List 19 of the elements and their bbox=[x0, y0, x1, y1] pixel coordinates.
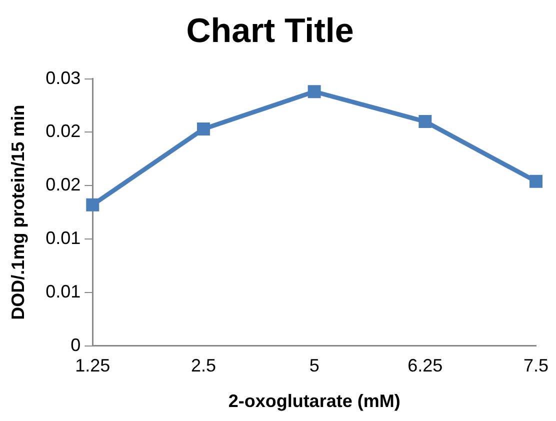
y-tick-label: 0.02 bbox=[46, 174, 81, 195]
point bbox=[196, 122, 210, 136]
x-tick-label: 6.25 bbox=[408, 356, 443, 376]
chart-title: Chart Title bbox=[186, 12, 354, 50]
y-axis-title: DOD/.1mg protein/15 min bbox=[8, 104, 28, 320]
y-tick-label: 0.01 bbox=[46, 228, 81, 248]
point bbox=[530, 174, 542, 188]
x-tick-label: 7.5 bbox=[523, 356, 549, 376]
x-tick-label: 2.5 bbox=[190, 356, 216, 376]
y-tick-label: 0.01 bbox=[46, 281, 81, 302]
y-tick-label: 0.03 bbox=[46, 68, 81, 88]
point bbox=[86, 198, 100, 212]
y-tick-label: 0 bbox=[70, 334, 81, 355]
x-tick-label: 1.25 bbox=[75, 356, 110, 376]
x-tick-label: 5 bbox=[309, 356, 320, 376]
y-tick-label: 0.02 bbox=[46, 121, 81, 142]
point bbox=[418, 115, 432, 128]
x-axis-title: 2-oxoglutarate (mM) bbox=[228, 391, 400, 412]
point bbox=[308, 85, 321, 98]
